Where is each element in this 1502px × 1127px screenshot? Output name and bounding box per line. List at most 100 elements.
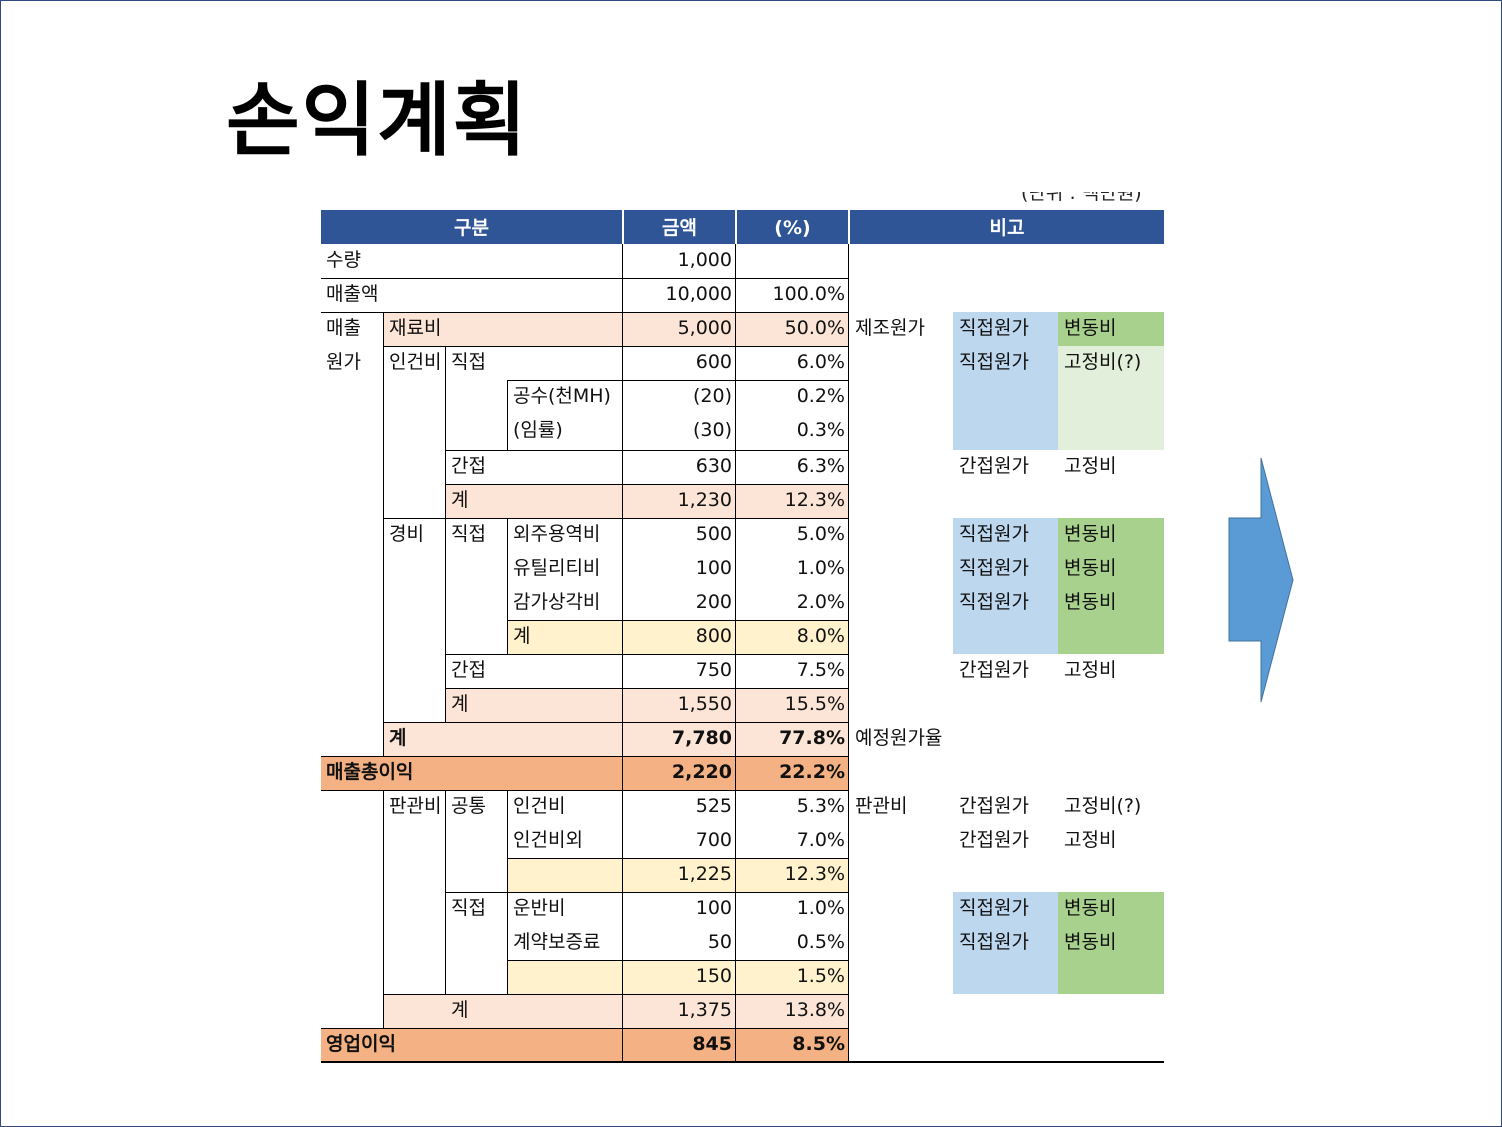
row-label-wage-rate: (임률) [513,419,563,441]
percent-outsourcing: 5.0% [796,523,845,545]
sga-total-fill [384,994,849,1028]
header-percent: (%) [737,210,848,244]
expense-direct-label: 직접 [451,523,486,545]
remark-sga: 판관비 [855,795,908,817]
remark-cost-type-guarantee: 직접원가 [959,931,1029,953]
percent-gross-profit: 22.2% [779,761,845,783]
amount-utility: 100 [695,557,732,579]
labor-label: 인건비 [389,351,442,373]
amount-expense-indirect: 750 [695,659,732,681]
percent-wage-rate: 0.3% [796,419,845,441]
amount-outsourcing: 500 [695,523,732,545]
percent-manhours: 0.2% [796,385,845,407]
remark-behavior-sga-nonlabor: 고정비 [1064,829,1117,851]
percent-expense-indirect: 7.5% [796,659,845,681]
row-label-labor-total: 계 [451,489,469,511]
row-label-labor-direct: 직접 [451,351,486,373]
remark-behavior-outsourcing: 변동비 [1064,523,1117,545]
remark-cost-type-labor-indirect: 간접원가 [959,455,1029,477]
expense-total-fill [446,688,849,722]
labor-total-fill [446,484,623,518]
row-label-expense-direct-total: 계 [513,625,531,647]
row-label-depreciation: 감가상각비 [513,591,601,613]
percent-expense-total: 15.5% [784,693,845,715]
percent-labor-total: 12.3% [784,489,845,511]
amount-labor-total: 1,230 [677,489,732,511]
header-category: 구분 [321,210,622,244]
remark-cost-type-expense-indirect: 간접원가 [959,659,1029,681]
percent-labor-indirect: 6.3% [796,455,845,477]
remark-blue-block-1 [953,312,1058,450]
cogs-label-line2: 원가 [326,351,361,373]
row-label-expense-indirect: 간접 [451,659,486,681]
amount-material: 5,000 [677,317,732,339]
row-label-freight: 운반비 [513,897,566,919]
percent-material: 50.0% [784,317,845,339]
sga-direct-label: 직접 [451,897,486,919]
remark-behavior-material: 변동비 [1064,317,1117,339]
amount-depreciation: 200 [695,591,732,613]
remark-cost-type-freight: 직접원가 [959,897,1029,919]
remark-blue-block-3 [953,892,1058,994]
row-label-guarantee: 계약보증료 [513,931,601,953]
cogs-total-fill [384,722,849,756]
row-label-cogs-total: 계 [389,727,407,749]
amount-sga-direct-total: 150 [695,965,732,987]
amount-manhours: (20) [692,385,732,407]
remark-behavior-expense-indirect: 고정비 [1064,659,1117,681]
sga-label: 판관비 [389,795,442,817]
percent-sga-nonlabor: 7.0% [796,829,845,851]
percent-sales: 100.0% [772,283,845,305]
percent-guarantee: 0.5% [796,931,845,953]
sga-direct-total-fill [508,960,849,994]
percent-quantity [736,244,849,278]
amount-gross-profit: 2,220 [671,761,732,783]
remark-lightgreen-block [1058,346,1164,450]
row-label-outsourcing: 외주용역비 [513,523,601,545]
row-label-material: 재료비 [389,317,442,339]
percent-utility: 1.0% [796,557,845,579]
labor-total-values-fill [623,484,849,518]
percent-sga-direct-total: 1.5% [796,965,845,987]
row-label-sga-nonlabor: 인건비외 [513,829,583,851]
percent-sga-total: 13.8% [784,999,845,1021]
remark-manufacturing-cost: 제조원가 [855,317,925,339]
remark-green-block-1 [1058,312,1164,346]
amount-sga-total: 1,375 [677,999,732,1021]
material-values-fill [623,312,849,346]
percent-common-total: 12.3% [784,863,845,885]
remark-expected-cost-ratio: 예정원가율 [855,727,943,749]
right-arrow-icon [1228,457,1294,703]
remark-cost-type-material: 직접원가 [959,317,1029,339]
percent-operating-profit: 8.5% [792,1033,845,1055]
common-total-fill [508,858,849,892]
unit-note-cut-off: (단위 : 백만원) [1021,192,1142,204]
amount-expense-total: 1,550 [677,693,732,715]
cogs-label-line1: 매출 [326,317,361,339]
row-label-manhours: 공수(천MH) [513,385,611,407]
operating-profit-fill [321,1028,849,1062]
row-label-gross-profit: 매출총이익 [326,761,414,783]
row-label-utility: 유틸리티비 [513,557,601,579]
percent-labor-direct: 6.0% [796,351,845,373]
amount-operating-profit: 845 [692,1033,732,1055]
percent-cogs-total: 77.8% [779,727,845,749]
amount-labor-direct: 600 [695,351,732,373]
remark-blue-block-2 [953,518,1058,654]
remark-behavior-depreciation: 변동비 [1064,591,1117,613]
amount-common-total: 1,225 [677,863,732,885]
amount-sga-labor: 525 [695,795,732,817]
expense-label: 경비 [389,523,424,545]
remark-behavior-labor-direct: 고정비(?) [1064,351,1142,373]
amount-expense-direct-total: 800 [695,625,732,647]
row-label-sga-labor: 인건비 [513,795,566,817]
percent-freight: 1.0% [796,897,845,919]
amount-sales: 10,000 [665,283,732,305]
amount-sga-nonlabor: 700 [695,829,732,851]
remark-behavior-guarantee: 변동비 [1064,931,1117,953]
row-label-labor-indirect: 간접 [451,455,486,477]
remark-behavior-freight: 변동비 [1064,897,1117,919]
row-label-expense-total: 계 [451,693,469,715]
amount-labor-indirect: 630 [695,455,732,477]
